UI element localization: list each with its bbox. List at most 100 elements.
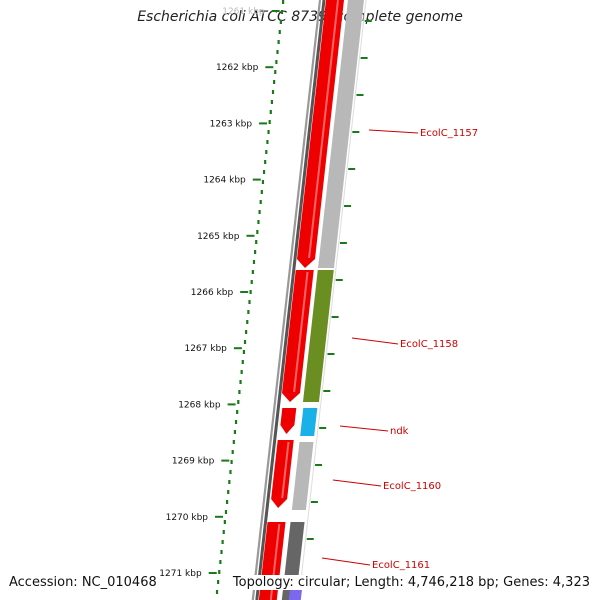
feature-block: [302, 270, 334, 402]
minor-tick: [364, 20, 372, 22]
tick-label: 1262 kbp: [216, 63, 259, 73]
major-tick: [221, 459, 230, 462]
axis-dot: [254, 250, 257, 254]
axis-dot: [269, 110, 272, 114]
feature-block: [300, 408, 318, 436]
axis-dot: [260, 190, 263, 194]
major-tick: [259, 122, 268, 125]
axis-dot: [220, 550, 223, 554]
minor-tick: [352, 131, 360, 133]
major-tick: [208, 572, 217, 574]
track-border: [298, 0, 367, 600]
minor-tick: [360, 57, 368, 59]
gene-label: ndk: [390, 426, 409, 437]
axis-dot: [241, 360, 244, 364]
minor-tick: [306, 538, 314, 540]
axis-dot: [231, 450, 234, 454]
axis-dot: [243, 340, 247, 344]
minor-tick: [323, 390, 331, 392]
axis-dot: [250, 280, 253, 284]
label-leader: [339, 425, 389, 432]
tick-label: 1263 kbp: [210, 119, 253, 129]
axis-dot: [282, 0, 285, 4]
axis-dot: [234, 420, 238, 424]
tick-label: 1267 kbp: [184, 344, 227, 354]
map-title: Escherichia coli ATCC 8739, complete gen…: [137, 9, 463, 25]
axis-dot: [247, 310, 250, 314]
tick-label: 1270 kbp: [166, 513, 209, 523]
cds-highlight: [308, 0, 339, 259]
axis-dot: [242, 350, 245, 354]
minor-tick: [319, 427, 327, 429]
axis-dot: [239, 380, 242, 384]
axis-dot: [236, 410, 239, 414]
tick-label: 1268 kbp: [178, 400, 221, 410]
gene-label: EcolC_1161: [372, 560, 430, 571]
axis-dot: [229, 470, 232, 474]
minor-tick: [339, 242, 347, 244]
label-leader: [332, 479, 382, 487]
axis-dot: [233, 430, 237, 434]
minor-tick: [310, 501, 318, 503]
cds-arrow: [280, 408, 297, 434]
axis-dot: [219, 560, 222, 564]
axis-dot: [277, 40, 280, 44]
axis-dot: [274, 70, 277, 74]
major-tick: [271, 10, 280, 12]
cds-highlight: [281, 441, 290, 499]
axis-dot: [228, 480, 231, 484]
major-tick: [227, 403, 236, 406]
axis-dot: [217, 580, 220, 584]
topology-text: Topology: circular; Length: 4,746,218 bp…: [232, 575, 590, 590]
axis-dot: [256, 230, 259, 234]
axis-dot: [273, 80, 276, 84]
cds-arrow: [281, 270, 314, 402]
axis-dot: [221, 540, 224, 544]
axis-dot: [258, 210, 261, 214]
axis-dot: [238, 390, 241, 394]
axis-dot: [255, 240, 258, 244]
axis-dot: [268, 120, 271, 124]
cds-highlight: [293, 271, 309, 393]
cds-arrow: [271, 440, 294, 508]
accession-text: Accession: NC_010468: [9, 575, 157, 590]
gene-label: EcolC_1157: [420, 128, 478, 139]
axis-dot: [252, 260, 256, 264]
minor-tick: [327, 353, 335, 355]
axis-dot: [280, 10, 284, 14]
kbp-axis: 1261 kbp 1262 kbp 1263 kbp 1264 kbp 1265 kbp…: [159, 0, 372, 594]
axis-dot: [278, 30, 281, 34]
axis-dot: [251, 270, 254, 274]
axis-dot: [249, 290, 252, 294]
major-tick: [233, 347, 242, 350]
feature-track: [281, 0, 364, 600]
axis-dot: [246, 320, 249, 324]
tick-label: 1271 kbp: [159, 569, 202, 579]
axis-dot: [271, 90, 275, 94]
tick-label: 1269 kbp: [172, 457, 215, 467]
axis-dot: [279, 20, 282, 24]
axis-dot: [237, 400, 240, 404]
axis-dot: [218, 570, 221, 574]
cds-arrow: [296, 0, 344, 268]
axis-dot: [230, 460, 233, 464]
feature-block: [291, 442, 314, 510]
label-leader: [321, 557, 371, 566]
axis-dot: [259, 200, 262, 204]
backbone-line: [251, 0, 322, 600]
axis-dot: [222, 530, 225, 534]
major-tick: [215, 515, 224, 518]
axis-dot: [266, 140, 269, 144]
axis-dot: [262, 170, 266, 174]
minor-tick: [335, 279, 343, 281]
label-leader: [351, 337, 399, 345]
minor-tick: [348, 168, 356, 170]
tick-label: 1265 kbp: [197, 232, 240, 242]
axis-dot: [264, 160, 267, 164]
gene-label: EcolC_1158: [400, 339, 458, 350]
axis-dot: [248, 300, 251, 304]
axis-dot: [276, 50, 279, 54]
tick-label: 1264 kbp: [203, 176, 246, 186]
